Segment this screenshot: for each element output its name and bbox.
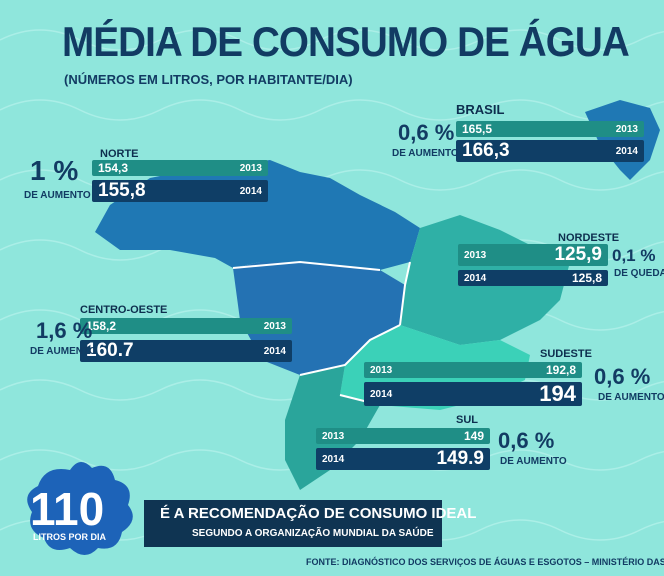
recommendation-unit: LITROS POR DIA (33, 532, 107, 542)
bar-year-norte-2014: 2014 (239, 185, 262, 197)
bar-year-centro-oeste-2014: 2014 (263, 345, 286, 357)
change-label-nordeste: DE QUEDA (614, 268, 664, 279)
bar-value-sudeste-2014: 194 (539, 381, 576, 406)
change-label-centro-oeste: DE AUMENTO (30, 346, 97, 357)
change-label-brasil: DE AUMENTO (392, 148, 459, 159)
bar-brasil-2014: 166,3 2014 (456, 140, 644, 162)
change-norte: 1 % (30, 155, 79, 186)
bar-value-sul-2013: 149 (463, 429, 484, 443)
bar-sul-2014: 2014 149.9 (316, 448, 490, 470)
water-splash-icon (27, 461, 133, 555)
recommendation-sub: SEGUNDO A ORGANIZAÇÃO MUNDIAL DA SAÚDE (192, 528, 434, 539)
bar-year-brasil-2013: 2013 (615, 123, 638, 135)
change-label-sul: DE AUMENTO (500, 456, 567, 467)
region-name-centro-oeste: CENTRO-OESTE (80, 304, 168, 316)
map-sul (285, 365, 380, 490)
page-title: MÉDIA DE CONSUMO DE ÁGUA (62, 18, 630, 65)
change-sudeste: 0,6 % (594, 364, 651, 389)
bar-value-norte-2013: 154,3 (98, 161, 129, 175)
bar-year-sul-2014: 2014 (322, 453, 345, 465)
change-sul: 0,6 % (498, 428, 555, 453)
bar-value-norte-2014: 155,8 (98, 180, 146, 201)
change-label-norte: DE AUMENTO (24, 190, 91, 201)
recommendation-main: É A RECOMENDAÇÃO DE CONSUMO IDEAL (160, 505, 477, 522)
bar-value-centro-oeste-2013: 158,2 (86, 319, 117, 333)
bar-value-nordeste-2014: 125,8 (571, 271, 602, 285)
bar-centro-oeste-2014: 160.7 2014 (80, 340, 292, 362)
bar-nordeste-2013: 2013 125,9 (458, 244, 608, 266)
change-centro-oeste: 1,6 % (36, 318, 93, 343)
recommendation-number: 110 (30, 483, 105, 535)
region-name-norte: NORTE (100, 148, 139, 160)
bar-year-centro-oeste-2013: 2013 (263, 320, 286, 332)
recommendation-box (144, 500, 442, 547)
bar-value-sul-2014: 149.9 (436, 448, 484, 469)
bar-norte-2014: 155,8 2014 (92, 180, 268, 202)
bar-value-brasil-2014: 166,3 (462, 140, 510, 161)
bar-brasil-2013: 165,5 2013 (456, 121, 644, 137)
map-border-lines (232, 260, 411, 406)
map-norte (95, 160, 420, 270)
change-nordeste: 0,1 % (612, 246, 656, 265)
bar-sul-2013: 2013 149 (316, 428, 490, 444)
bar-year-nordeste-2013: 2013 (464, 249, 487, 261)
change-brasil: 0,6 % (398, 120, 455, 145)
page-subtitle: (NÚMEROS EM LITROS, POR HABITANTE/DIA) (64, 72, 353, 87)
bar-year-sudeste-2013: 2013 (370, 364, 393, 376)
bar-sudeste-2013: 2013 192,8 (364, 362, 582, 378)
bar-value-sudeste-2013: 192,8 (545, 363, 576, 377)
region-name-nordeste: NORDESTE (558, 232, 620, 244)
region-name-brasil: BRASIL (456, 102, 505, 117)
bar-year-sul-2013: 2013 (322, 430, 345, 442)
bar-year-brasil-2014: 2014 (615, 145, 638, 157)
region-name-sudeste: SUDESTE (540, 348, 592, 360)
bar-norte-2013: 154,3 2013 (92, 160, 268, 176)
bar-year-norte-2013: 2013 (239, 162, 262, 174)
bar-value-nordeste-2013: 125,9 (554, 244, 602, 265)
bar-year-nordeste-2014: 2014 (464, 272, 487, 284)
change-label-sudeste: DE AUMENTO (598, 392, 664, 403)
bar-nordeste-2014: 2014 125,8 (458, 270, 608, 286)
region-name-sul: SUL (456, 414, 478, 426)
bar-centro-oeste-2013: 158,2 2013 (80, 318, 292, 334)
bar-value-brasil-2013: 165,5 (462, 122, 493, 136)
bar-year-sudeste-2014: 2014 (370, 388, 393, 400)
bar-sudeste-2014: 2014 194 (364, 381, 582, 406)
bar-value-centro-oeste-2014: 160.7 (86, 340, 134, 361)
source-note: FONTE: DIAGNÓSTICO DOS SERVIÇOS DE ÁGUAS… (306, 557, 664, 567)
